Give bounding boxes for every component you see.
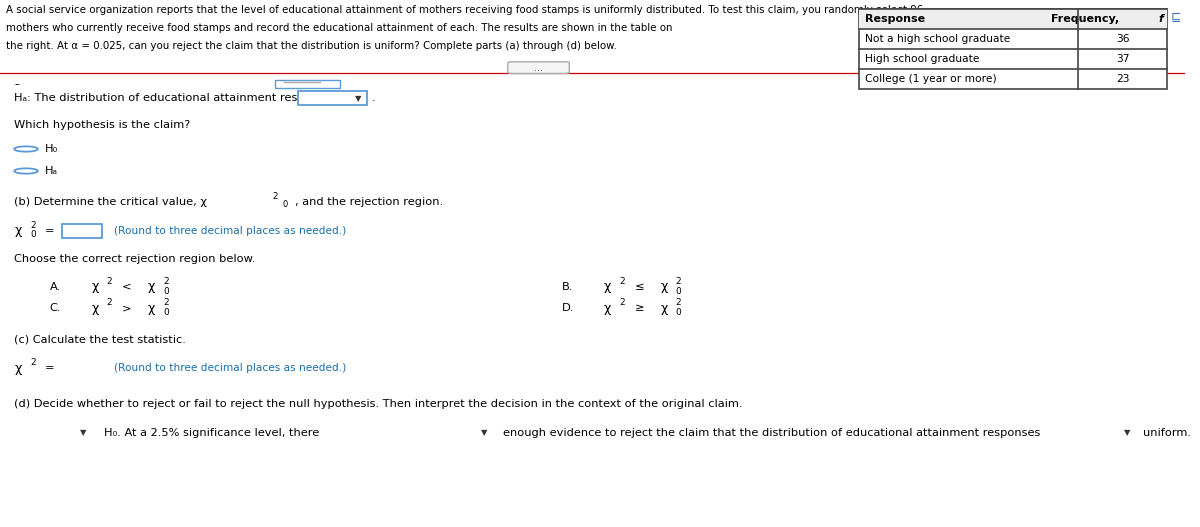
Text: <: < — [122, 282, 132, 292]
FancyBboxPatch shape — [508, 62, 569, 73]
Text: =: = — [44, 226, 54, 236]
Text: 0: 0 — [676, 287, 682, 296]
Text: 2: 2 — [676, 277, 682, 286]
Text: (b) Determine the critical value, χ: (b) Determine the critical value, χ — [14, 197, 208, 207]
Text: H₀: H₀ — [44, 144, 59, 154]
Text: A social service organization reports that the level of educational attainment o: A social service organization reports th… — [6, 5, 923, 15]
Text: Not a high school graduate: Not a high school graduate — [865, 34, 1010, 44]
Text: =: = — [44, 363, 54, 373]
Text: 2: 2 — [163, 298, 169, 307]
Bar — [859, 9, 1168, 89]
Text: 36: 36 — [1116, 34, 1129, 44]
FancyBboxPatch shape — [14, 426, 95, 440]
Text: χ: χ — [604, 280, 611, 294]
Text: ≥: ≥ — [635, 303, 644, 313]
FancyBboxPatch shape — [61, 361, 102, 375]
Text: f: f — [1159, 14, 1164, 24]
Text: χ: χ — [660, 301, 668, 315]
Text: 23: 23 — [1116, 74, 1129, 84]
Text: 2: 2 — [163, 277, 169, 286]
Text: (Round to three decimal places as needed.): (Round to three decimal places as needed… — [114, 363, 346, 373]
Bar — [859, 9, 1168, 29]
Text: College (1 year or more): College (1 year or more) — [865, 74, 997, 84]
Text: –: – — [14, 79, 19, 89]
Text: , and the rejection region.: , and the rejection region. — [295, 197, 443, 207]
Text: ...: ... — [534, 63, 544, 73]
Text: D.: D. — [563, 303, 575, 313]
Text: (Round to three decimal places as needed.): (Round to three decimal places as needed… — [114, 226, 346, 236]
Text: χ: χ — [14, 224, 22, 237]
Text: mothers who currently receive food stamps and record the educational attainment : mothers who currently receive food stamp… — [6, 23, 672, 33]
Text: Which hypothesis is the claim?: Which hypothesis is the claim? — [14, 120, 191, 130]
Text: χ: χ — [604, 301, 611, 315]
FancyBboxPatch shape — [299, 91, 367, 105]
Text: C.: C. — [49, 303, 61, 313]
Text: 2: 2 — [619, 298, 625, 307]
Text: χ: χ — [148, 301, 155, 315]
Text: 2: 2 — [676, 298, 682, 307]
Text: Frequency,: Frequency, — [1051, 14, 1123, 24]
Text: Choose the correct rejection region below.: Choose the correct rejection region belo… — [14, 254, 256, 264]
Text: enough evidence to reject the claim that the distribution of educational attainm: enough evidence to reject the claim that… — [503, 428, 1040, 438]
Text: High school graduate: High school graduate — [865, 54, 979, 64]
Text: Response: Response — [865, 14, 925, 24]
Text: Hₐ: The distribution of educational attainment responses is: Hₐ: The distribution of educational atta… — [14, 93, 350, 103]
Text: χ: χ — [14, 362, 22, 375]
FancyBboxPatch shape — [432, 426, 493, 440]
Text: 0: 0 — [676, 308, 682, 317]
Text: 2: 2 — [31, 358, 36, 367]
Text: B.: B. — [563, 282, 574, 292]
Text: 2: 2 — [107, 277, 112, 286]
Text: 0: 0 — [163, 308, 169, 317]
Text: 2: 2 — [619, 277, 625, 286]
Text: uniform.: uniform. — [1144, 428, 1192, 438]
FancyBboxPatch shape — [61, 224, 102, 238]
Text: A.: A. — [49, 282, 61, 292]
Text: ▼: ▼ — [481, 428, 487, 437]
Text: ▼: ▼ — [79, 428, 86, 437]
Text: 0: 0 — [31, 230, 36, 239]
Text: (c) Calculate the test statistic.: (c) Calculate the test statistic. — [14, 334, 186, 344]
Text: the right. At α = 0.025, can you reject the claim that the distribution is unifo: the right. At α = 0.025, can you reject … — [6, 41, 617, 51]
Text: 0: 0 — [163, 287, 169, 296]
Text: χ: χ — [148, 280, 155, 294]
Text: ▼: ▼ — [1123, 428, 1130, 437]
Text: H₀. At a 2.5% significance level, there: H₀. At a 2.5% significance level, there — [104, 428, 319, 438]
Text: 2: 2 — [272, 192, 277, 201]
Text: χ: χ — [91, 280, 98, 294]
Text: (d) Decide whether to reject or fail to reject the null hypothesis. Then interpr: (d) Decide whether to reject or fail to … — [14, 399, 743, 409]
Text: >: > — [122, 303, 132, 313]
Text: χ: χ — [660, 280, 668, 294]
Text: ≤: ≤ — [635, 282, 644, 292]
Text: ⊑: ⊑ — [1171, 11, 1181, 24]
FancyBboxPatch shape — [275, 80, 340, 88]
Text: ▼: ▼ — [355, 94, 362, 103]
Text: χ: χ — [91, 301, 98, 315]
Text: 0: 0 — [283, 200, 288, 209]
Text: 37: 37 — [1116, 54, 1129, 64]
Text: 2: 2 — [107, 298, 112, 307]
FancyBboxPatch shape — [1075, 426, 1136, 440]
Text: .: . — [372, 93, 376, 103]
Text: Hₐ: Hₐ — [44, 166, 58, 176]
Text: 2: 2 — [31, 221, 36, 230]
